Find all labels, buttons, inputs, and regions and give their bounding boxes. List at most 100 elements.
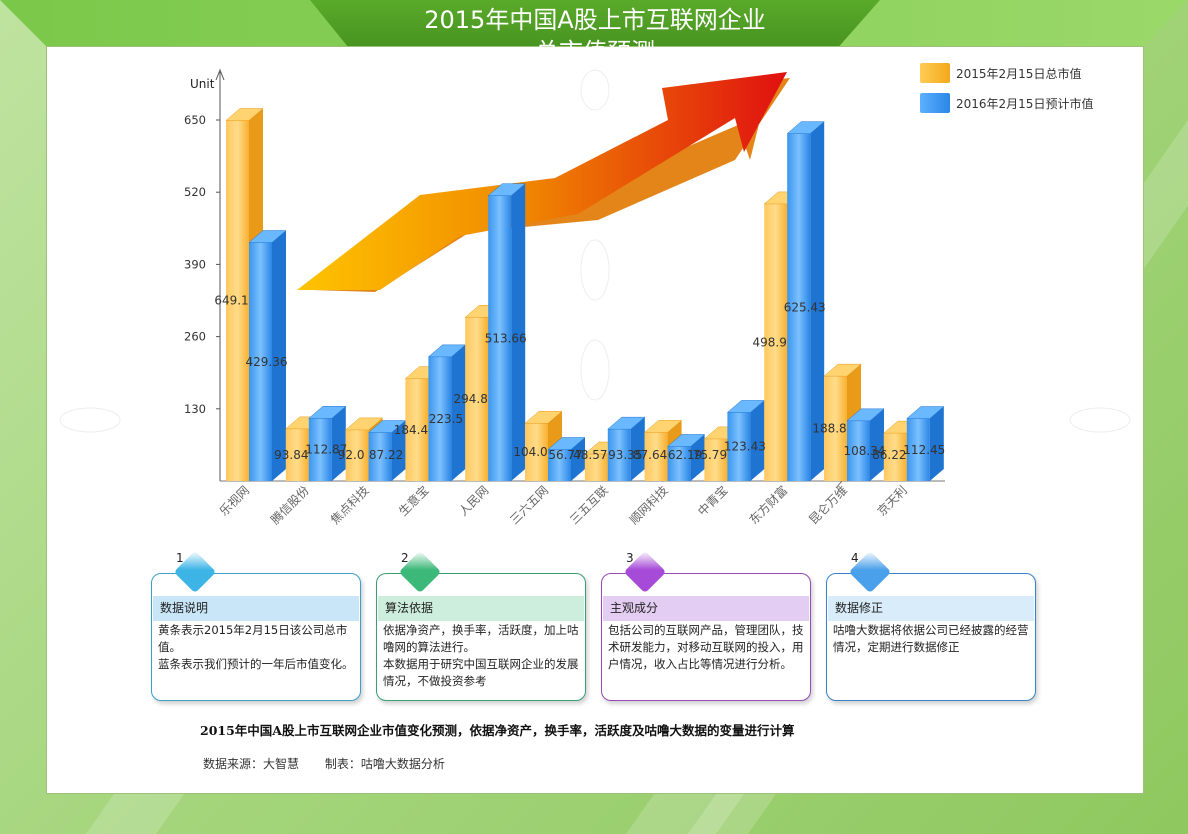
info-card: 数据修正 咕噜大数据将依据公司已经披露的经营情况，定期进行数据修正 [826, 573, 1036, 701]
data-label: 188.8 [812, 422, 846, 436]
card-heading: 算法依据 [378, 596, 584, 621]
x-tick-label: 中青宝 [694, 483, 730, 519]
x-tick-label: 东方财富 [746, 483, 791, 528]
card-number: 2 [401, 551, 409, 565]
bar-front [226, 120, 249, 481]
data-label: 48.57 [573, 448, 607, 462]
bar-front [525, 423, 548, 481]
title-line-2: 总市值预测 [535, 38, 655, 66]
card-body: 依据净资产，换手率，活跃度，加上咕噜网的算法进行。 本数据用于研究中国互联网企业… [383, 623, 579, 688]
legend-swatch-2016 [920, 93, 950, 113]
x-tick-label: 焦点科技 [328, 483, 372, 527]
bar-2016 [786, 121, 825, 481]
data-label: 62.19 [668, 448, 702, 462]
made-by: 制表：咕噜大数据分析 [324, 757, 445, 771]
data-label: 649.1 [214, 294, 248, 308]
bars [225, 108, 945, 482]
y-tick-label: 130 [184, 402, 206, 416]
legend-item-2015: 2015年2月15日总市值 [920, 58, 1093, 88]
bar-front [584, 454, 608, 481]
card-heading: 数据修正 [828, 596, 1034, 621]
data-label: 86.22 [872, 448, 906, 462]
card-number: 4 [851, 551, 859, 565]
bar-front [644, 432, 668, 481]
card-heading: 主观成分 [603, 596, 809, 621]
bar-side [451, 344, 466, 481]
data-label: 223.5 [429, 412, 463, 426]
bar-side [810, 121, 825, 481]
info-card: 主观成分 包括公司的互联网产品，管理团队，技术研发能力，对移动互联网的投入，用户情… [601, 573, 811, 701]
bar-front [847, 420, 870, 481]
x-tick-label: 顺网科技 [627, 483, 671, 527]
bar-2016 [427, 344, 467, 481]
bar-front [787, 133, 811, 481]
card-heading: 数据说明 [153, 596, 359, 621]
legend-label-2016: 2016年2月15日预计市值 [956, 96, 1094, 111]
legend-item-2016: 2016年2月15日预计市值 [920, 88, 1093, 118]
bar-front [465, 317, 489, 481]
bar-2016 [367, 420, 407, 481]
bar-front [488, 195, 512, 482]
bar-front [308, 418, 332, 481]
card-body: 咕噜大数据将依据公司已经披露的经营情况，定期进行数据修正 [833, 623, 1029, 654]
data-label: 87.22 [369, 448, 403, 462]
card-number: 1 [176, 551, 184, 565]
data-label: 498.9 [753, 335, 787, 349]
data-label: 93.84 [274, 448, 308, 462]
bar-front [883, 433, 907, 481]
bar-side [331, 406, 346, 481]
trend-arrow [297, 72, 790, 292]
data-label: 87.64 [633, 448, 667, 462]
data-label: 513.66 [485, 331, 527, 345]
x-tick-label: 乐视网 [216, 483, 252, 519]
bar-2016 [726, 400, 766, 481]
bar-side [272, 230, 286, 481]
bar-front [704, 438, 728, 481]
card-body: 包括公司的互联网产品，管理团队，技术研发能力，对移动互联网的投入，用户情况，收入… [608, 623, 804, 671]
info-card: 数据说明 黄条表示2015年2月15日该公司总市值。 蓝条表示我们预计的一年后市值… [151, 573, 361, 701]
data-label: 429.36 [246, 355, 288, 369]
bar-front [428, 356, 452, 481]
data-label: 108.34 [844, 444, 886, 458]
bar-front [824, 376, 847, 481]
y-axis-unit-label: Unit [190, 77, 215, 91]
bar-side [391, 420, 406, 481]
bar-side [630, 417, 645, 481]
y-tick-label: 390 [184, 257, 206, 271]
bar-2016 [846, 408, 885, 481]
footnote: 2015年中国A股上市互联网企业市值变化预测，依据净资产，换手率，活跃度及咕噜大… [200, 723, 795, 738]
bar-front [548, 449, 571, 481]
x-tick-label: 人民网 [456, 483, 491, 518]
bar-front [285, 428, 309, 481]
data-label: 112.45 [903, 443, 945, 457]
x-tick-label: 昆仑万维 [806, 483, 850, 527]
bar-side [690, 434, 705, 481]
bar-side [929, 406, 944, 481]
bar-front [906, 418, 930, 481]
data-label: 75.79 [693, 448, 727, 462]
bar-front [607, 429, 631, 481]
title-line-1: 2015年中国A股上市互联网企业 [424, 6, 766, 34]
data-label: 112.87 [305, 443, 347, 457]
data-label: 92.0 [338, 448, 365, 462]
x-tick-label: 京天利 [875, 483, 910, 518]
bar-front [345, 429, 369, 481]
bar-front [249, 242, 272, 481]
bar-2016 [607, 416, 646, 481]
data-source: 数据来源：大智慧 [203, 757, 300, 771]
legend: 2015年2月15日总市值 2016年2月15日预计市值 [920, 58, 1093, 118]
bar-2016 [308, 406, 347, 481]
x-tick-label: 三六五网 [507, 483, 551, 527]
bar-side [870, 408, 884, 481]
y-tick-label: 260 [184, 330, 206, 344]
bar-front [764, 203, 788, 481]
info-card: 算法依据 依据净资产，换手率，活跃度，加上咕噜网的算法进行。 本数据用于研究中国互… [376, 573, 586, 701]
y-axis-arrow [215, 68, 225, 81]
bar-front [405, 378, 429, 481]
chart-title: 2015年中国A股上市互联网企业 总市值预测 [350, 4, 840, 68]
bar-front [727, 412, 751, 481]
legend-swatch-2015 [920, 63, 950, 83]
bar-2016 [666, 434, 706, 481]
x-tick-label: 三五互联 [567, 483, 611, 527]
